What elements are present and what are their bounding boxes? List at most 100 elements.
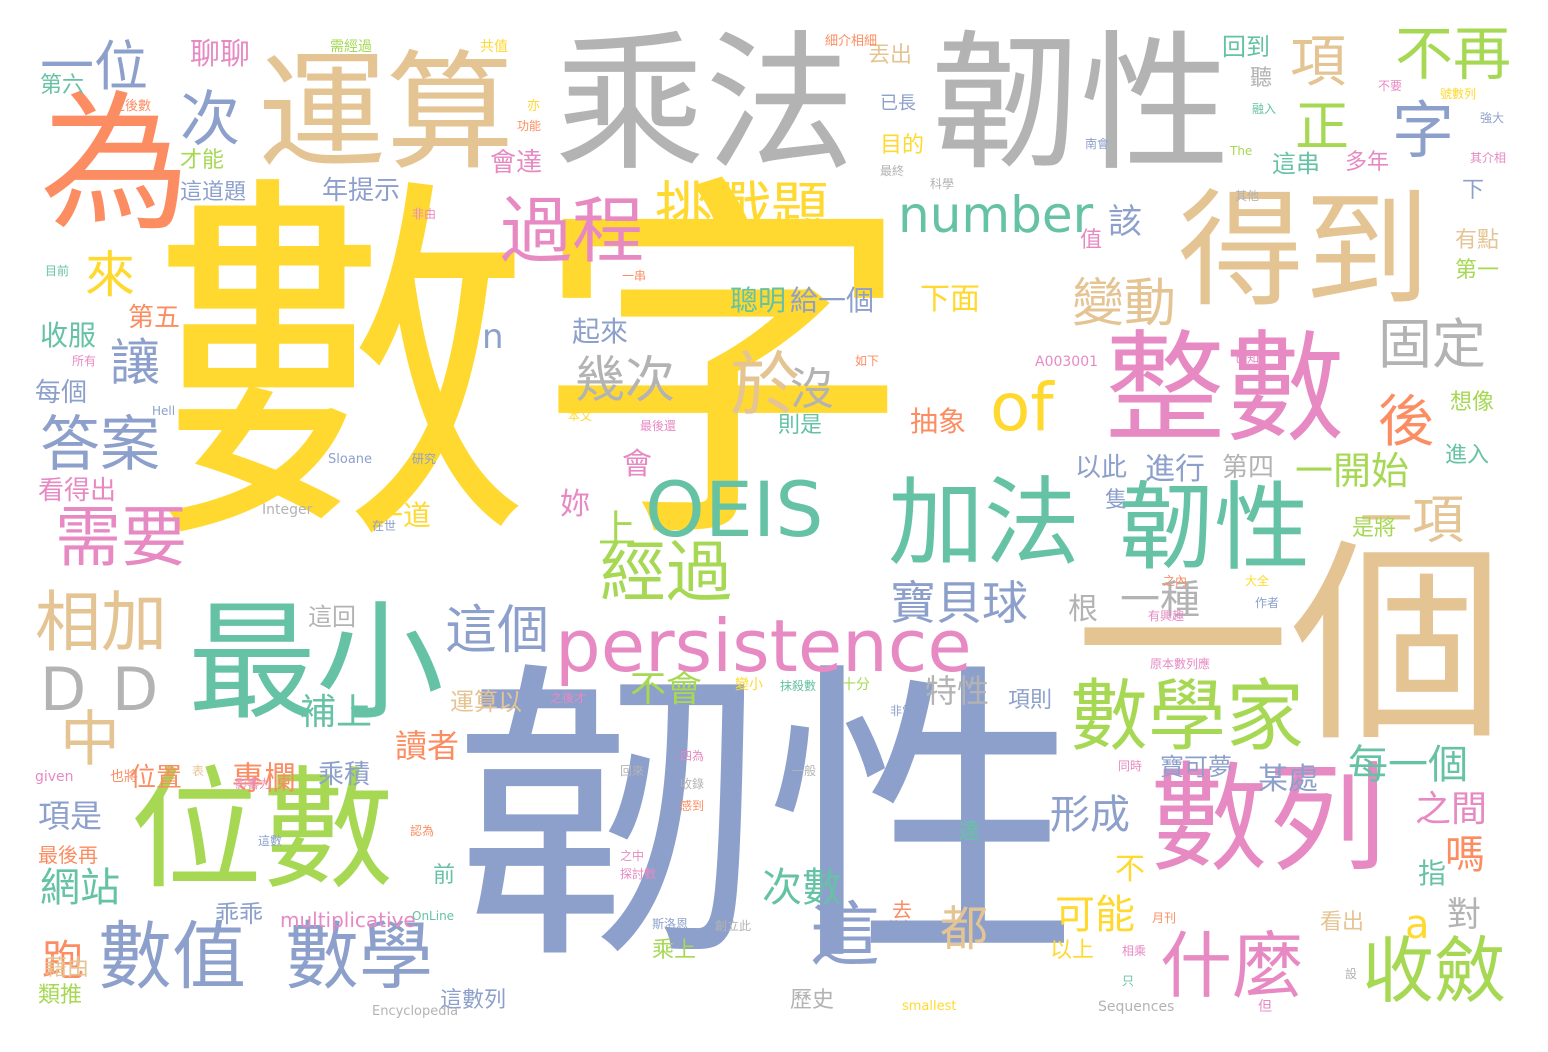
cloud-word: 回到: [1222, 33, 1270, 61]
cloud-word: 創立此: [715, 919, 752, 933]
cloud-word: 收斂: [1362, 929, 1507, 1013]
cloud-word: 都: [940, 901, 989, 957]
cloud-word: 但: [1258, 999, 1272, 1015]
cloud-word: 來: [85, 246, 135, 304]
cloud-word: 去: [892, 898, 912, 922]
cloud-word: 需要: [55, 499, 187, 576]
cloud-word: 影響力: [235, 777, 272, 791]
cloud-word: 整數: [1105, 320, 1345, 459]
cloud-word: 非由: [412, 207, 437, 221]
cloud-word: 相加: [35, 584, 167, 661]
cloud-word: 這個: [445, 601, 550, 661]
cloud-word: 月刊: [1152, 911, 1177, 925]
cloud-word: 相乘: [1122, 944, 1147, 958]
cloud-word: OEIS: [645, 465, 824, 554]
cloud-word: 專欄: [232, 759, 297, 797]
cloud-word: 表: [192, 764, 205, 778]
cloud-word: 作者: [1255, 596, 1280, 610]
cloud-word: 運算以: [450, 688, 522, 716]
cloud-word: 功能: [517, 119, 542, 133]
cloud-word: 於: [730, 344, 800, 426]
cloud-word: 答案: [40, 410, 160, 480]
cloud-word: 項: [1290, 30, 1346, 95]
cloud-word: 第五: [128, 303, 181, 333]
cloud-word: 同時: [1118, 759, 1143, 773]
cloud-word: smallest: [902, 999, 957, 1014]
cloud-word: 會: [622, 447, 652, 482]
cloud-word: 這串: [1272, 150, 1320, 178]
cloud-word: 抹殺數: [780, 679, 817, 693]
cloud-word: 看得出: [38, 476, 117, 506]
cloud-word: D: [112, 655, 159, 725]
cloud-word: 則是: [778, 413, 823, 438]
cloud-word: 探討數: [620, 867, 657, 881]
cloud-word: 會達: [490, 148, 543, 178]
cloud-word: 韌性: [1118, 472, 1310, 584]
cloud-word: 年提示: [322, 176, 401, 206]
cloud-word: 藉由: [45, 956, 90, 981]
cloud-word: 前: [433, 863, 456, 888]
cloud-word: 目前: [45, 264, 70, 278]
cloud-word: 不再: [1395, 20, 1512, 88]
cloud-word: 次數: [762, 865, 842, 911]
cloud-word: 不: [1115, 852, 1145, 887]
cloud-word: 第六: [40, 73, 85, 98]
cloud-word: 中: [60, 705, 120, 775]
cloud-word: 研究: [412, 452, 437, 466]
cloud-word: 所有: [72, 354, 97, 368]
cloud-word: n: [482, 317, 504, 357]
cloud-word: Sloane: [328, 452, 373, 467]
cloud-word: 需經過: [330, 39, 372, 55]
cloud-word: 大全: [1245, 574, 1270, 588]
cloud-word: 跑: [42, 936, 85, 985]
cloud-word: 一項: [1360, 491, 1465, 551]
cloud-word: 這: [810, 894, 880, 976]
cloud-word: 下面: [920, 282, 980, 317]
cloud-word: 加法: [888, 467, 1080, 579]
cloud-word: 收錄: [680, 777, 705, 791]
cloud-word: 聰明: [730, 284, 787, 317]
cloud-word: 韌性: [930, 18, 1231, 192]
cloud-word: 每一個: [1348, 742, 1468, 788]
cloud-word: 這數: [258, 834, 283, 848]
cloud-word: 乖乖: [215, 900, 263, 928]
cloud-word: given: [35, 769, 74, 785]
cloud-word: 才能: [180, 148, 225, 173]
cloud-word: Hell: [152, 404, 176, 418]
cloud-word: 一般: [792, 764, 817, 778]
cloud-word: 之後數: [112, 99, 152, 114]
cloud-word: 一串: [622, 269, 647, 283]
cloud-word: 每個: [35, 378, 88, 408]
cloud-word: 乘上: [652, 938, 697, 963]
cloud-word: 進行: [1145, 452, 1205, 487]
cloud-word: 特定: [888, 919, 913, 933]
cloud-word: 正: [1295, 95, 1349, 158]
cloud-word: 乘積: [318, 760, 371, 790]
cloud-word: The: [1230, 144, 1253, 158]
cloud-word: 聽: [1250, 66, 1273, 91]
cloud-word: 十分: [842, 677, 870, 693]
cloud-word: 亦: [527, 99, 541, 114]
cloud-word: 非常: [890, 704, 915, 718]
cloud-word: multiplicative: [280, 908, 416, 932]
cloud-word: 項則: [1008, 688, 1053, 713]
cloud-word: 數列: [1150, 750, 1387, 888]
cloud-word: 起來: [572, 315, 629, 348]
cloud-word: 只: [1122, 974, 1135, 988]
cloud-word: 多年: [1345, 150, 1390, 175]
cloud-word: 一位: [40, 35, 148, 98]
cloud-word: 共值: [480, 39, 508, 55]
cloud-word: 有點: [1455, 228, 1500, 253]
cloud-word: 是將: [1352, 516, 1397, 541]
cloud-word: 細介相細: [825, 34, 878, 49]
cloud-word: 給一個: [790, 284, 875, 317]
cloud-word: 變動: [1072, 274, 1177, 334]
cloud-word: 融入: [1252, 102, 1277, 116]
cloud-word: 抽象: [910, 405, 967, 438]
cloud-word: 數值: [98, 914, 246, 1000]
cloud-word: 南會: [1085, 137, 1110, 151]
cloud-word: 歷史: [790, 988, 835, 1013]
cloud-word: 最小: [188, 589, 445, 738]
cloud-word: 設: [1345, 967, 1358, 981]
cloud-word: 數學: [285, 914, 433, 1000]
